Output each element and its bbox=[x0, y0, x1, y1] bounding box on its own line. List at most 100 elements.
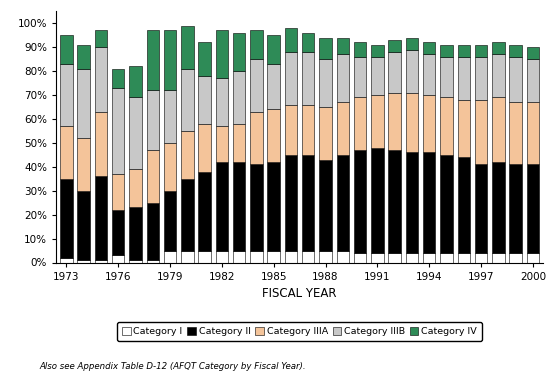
Bar bbox=[371, 253, 384, 262]
Bar bbox=[129, 66, 142, 98]
Bar bbox=[302, 52, 315, 105]
Bar bbox=[458, 253, 470, 262]
Bar bbox=[337, 54, 349, 102]
Bar bbox=[371, 148, 384, 253]
Bar bbox=[216, 251, 228, 262]
Bar bbox=[77, 260, 90, 262]
Bar bbox=[389, 52, 401, 93]
Bar bbox=[181, 69, 194, 131]
Bar bbox=[216, 78, 228, 126]
Bar bbox=[198, 172, 211, 250]
Bar bbox=[302, 33, 315, 52]
Bar bbox=[371, 95, 384, 148]
Bar bbox=[129, 98, 142, 169]
Bar bbox=[389, 93, 401, 150]
Bar bbox=[440, 45, 452, 57]
Bar bbox=[458, 100, 470, 157]
Bar bbox=[492, 162, 505, 253]
Bar bbox=[147, 150, 159, 202]
Bar bbox=[423, 152, 435, 253]
Bar bbox=[112, 255, 124, 262]
Bar bbox=[510, 164, 522, 253]
Bar bbox=[250, 59, 263, 112]
Legend: Category I, Category II, Category IIIA, Category IIIB, Category IV: Category I, Category II, Category IIIA, … bbox=[118, 322, 482, 341]
Bar bbox=[526, 253, 539, 262]
Bar bbox=[60, 35, 73, 64]
Bar bbox=[60, 258, 73, 262]
Bar bbox=[405, 152, 418, 253]
Bar bbox=[268, 64, 280, 110]
Bar bbox=[77, 69, 90, 138]
Bar bbox=[198, 124, 211, 172]
Bar bbox=[371, 45, 384, 57]
Bar bbox=[284, 52, 297, 105]
Bar bbox=[112, 174, 124, 210]
Bar bbox=[510, 45, 522, 57]
Bar bbox=[337, 38, 349, 54]
Bar bbox=[354, 98, 366, 150]
Bar bbox=[250, 251, 263, 262]
Bar bbox=[405, 93, 418, 152]
Bar bbox=[147, 30, 159, 90]
Bar bbox=[475, 164, 487, 253]
Bar bbox=[164, 143, 176, 191]
Bar bbox=[510, 57, 522, 102]
Bar bbox=[492, 42, 505, 54]
Bar bbox=[440, 57, 452, 98]
Bar bbox=[233, 124, 245, 162]
Bar bbox=[147, 90, 159, 150]
Bar bbox=[216, 126, 228, 162]
Bar bbox=[233, 71, 245, 124]
Bar bbox=[284, 28, 297, 52]
Bar bbox=[95, 260, 107, 262]
Bar bbox=[233, 162, 245, 250]
Bar bbox=[95, 112, 107, 176]
Bar bbox=[475, 45, 487, 57]
Bar bbox=[458, 45, 470, 57]
Bar bbox=[216, 162, 228, 250]
Bar bbox=[198, 42, 211, 76]
Bar bbox=[458, 57, 470, 100]
Bar bbox=[129, 260, 142, 262]
Bar bbox=[268, 35, 280, 64]
Bar bbox=[405, 253, 418, 262]
Bar bbox=[475, 100, 487, 164]
Bar bbox=[60, 179, 73, 258]
Bar bbox=[475, 57, 487, 100]
Bar bbox=[181, 131, 194, 179]
Bar bbox=[233, 251, 245, 262]
Bar bbox=[423, 95, 435, 152]
Bar bbox=[77, 191, 90, 260]
Bar bbox=[112, 210, 124, 255]
Bar bbox=[440, 155, 452, 253]
Bar bbox=[319, 38, 332, 59]
Bar bbox=[389, 40, 401, 52]
Bar bbox=[405, 50, 418, 93]
Bar bbox=[526, 47, 539, 59]
Bar bbox=[284, 251, 297, 262]
Bar bbox=[129, 169, 142, 207]
Bar bbox=[440, 253, 452, 262]
Bar bbox=[181, 179, 194, 251]
Bar bbox=[250, 164, 263, 250]
Bar bbox=[319, 251, 332, 262]
Bar bbox=[164, 191, 176, 250]
Bar bbox=[198, 251, 211, 262]
Bar bbox=[60, 64, 73, 126]
Bar bbox=[319, 59, 332, 107]
Bar bbox=[60, 126, 73, 179]
Bar bbox=[216, 30, 228, 78]
Bar bbox=[405, 38, 418, 50]
Bar bbox=[354, 42, 366, 57]
Bar bbox=[284, 105, 297, 155]
Bar bbox=[181, 26, 194, 69]
Bar bbox=[302, 251, 315, 262]
Bar bbox=[250, 112, 263, 164]
Bar bbox=[95, 47, 107, 112]
Bar bbox=[354, 253, 366, 262]
Bar bbox=[354, 150, 366, 253]
Bar bbox=[112, 69, 124, 88]
Bar bbox=[526, 164, 539, 253]
Bar bbox=[77, 45, 90, 69]
Bar bbox=[337, 155, 349, 251]
